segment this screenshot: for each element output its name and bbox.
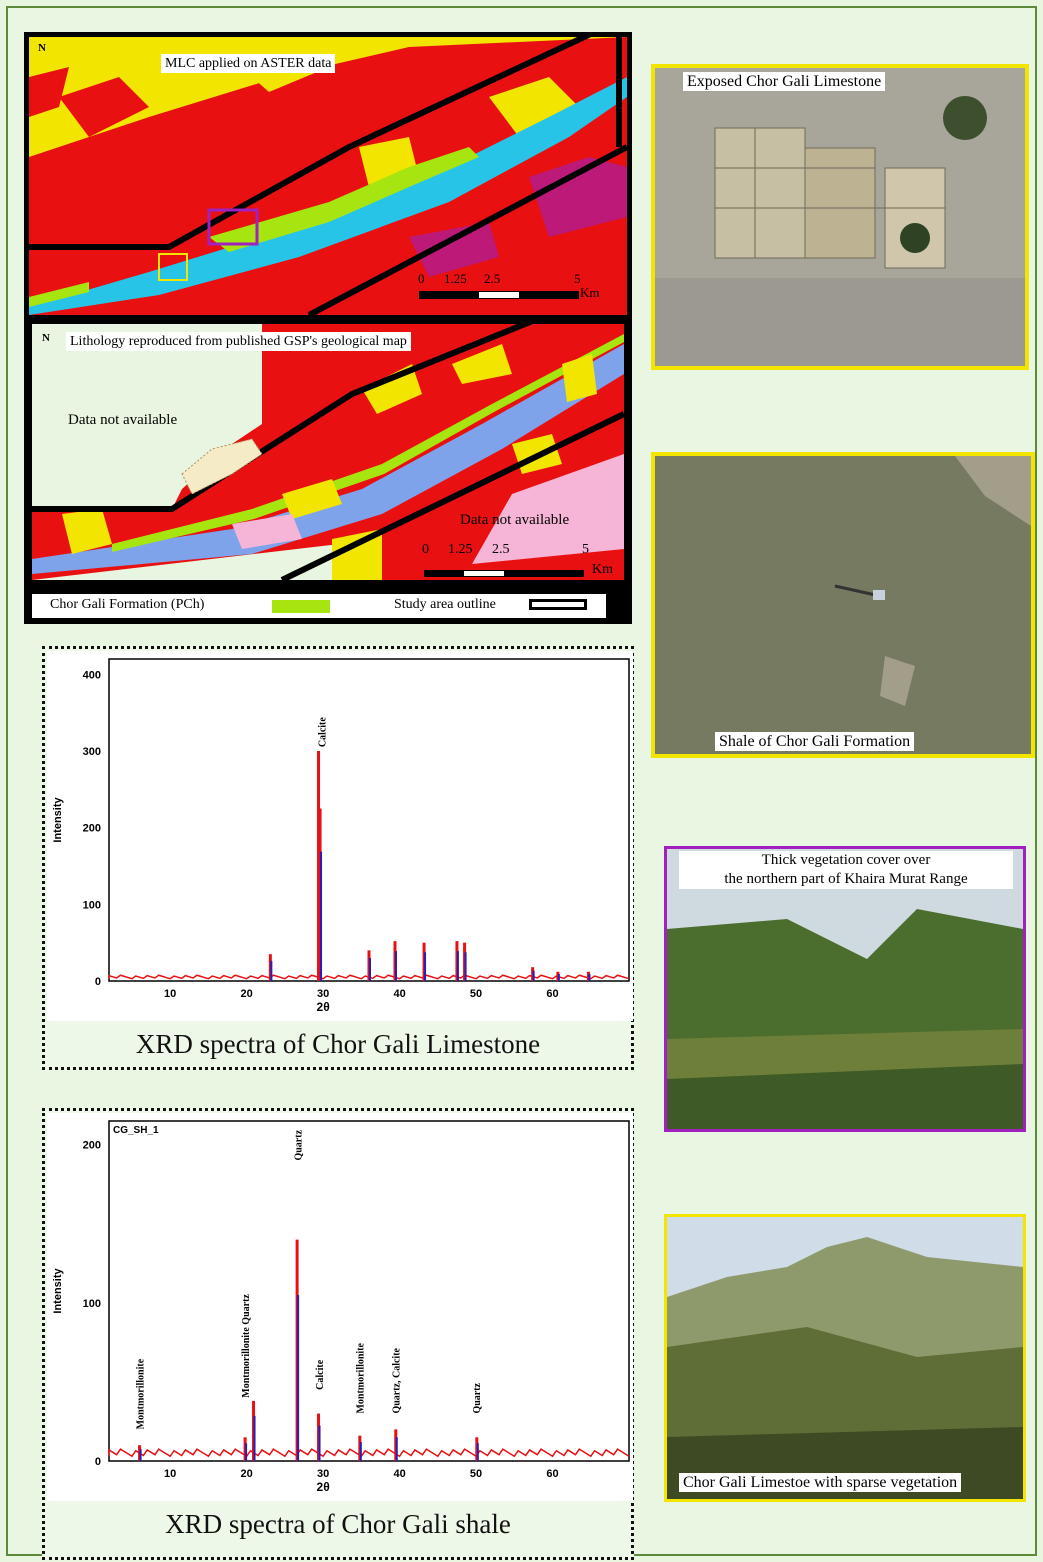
x-axis-label: 2θ bbox=[317, 1000, 330, 1014]
peak-annotation: Quartz bbox=[294, 1129, 305, 1160]
y-tick-label: 100 bbox=[83, 899, 101, 911]
baseline-trace bbox=[108, 974, 630, 980]
map-legend: Chor Gali Formation (PCh) Study area out… bbox=[32, 594, 606, 618]
plot-area bbox=[108, 658, 630, 982]
photo-shale: Shale of Chor Gali Formation bbox=[651, 452, 1035, 758]
y-tick-label: 400 bbox=[83, 669, 101, 681]
x-tick-label: 40 bbox=[393, 1468, 405, 1480]
data-na-left: Data not available bbox=[68, 412, 178, 428]
legend-formation-label: Chor Gali Formation (PCh) bbox=[50, 597, 205, 612]
x-tick-label: 40 bbox=[393, 988, 405, 1000]
y-tick-label: 0 bbox=[95, 976, 101, 988]
photo-sparse-vegetation-label: Chor Gali Limestoe with sparse vegetatio… bbox=[679, 1473, 962, 1492]
xrd-limestone-panel: 0 100 200 300 400 10 20 30 40 50 60 2θ Intensity Calc… bbox=[42, 646, 634, 1070]
peak-annotation: Quartz, Calcite bbox=[392, 1347, 403, 1413]
peak-annotation: Montmorillonite bbox=[356, 1342, 367, 1413]
x-tick-label: 60 bbox=[546, 988, 558, 1000]
photo-sparse-vegetation: Chor Gali Limestoe with sparse vegetatio… bbox=[664, 1214, 1026, 1502]
x-tick-label: 50 bbox=[470, 988, 482, 1000]
xrd-limestone-caption: XRD spectra of Chor Gali Limestone bbox=[135, 1029, 541, 1059]
photo-shale-label: Shale of Chor Gali Formation bbox=[715, 732, 915, 751]
xrd-shale-caption: XRD spectra of Chor Gali shale bbox=[165, 1509, 511, 1539]
lithology-map-title: Lithology reproduced from published GSP'… bbox=[66, 332, 411, 351]
photo-exposed-limestone: Exposed Chor Gali Limestone bbox=[651, 64, 1029, 370]
y-axis-label: Intensity bbox=[52, 797, 64, 843]
y-tick-label: 100 bbox=[83, 1298, 101, 1310]
legend-formation-swatch bbox=[272, 600, 330, 613]
y-tick-label: 300 bbox=[83, 746, 101, 758]
x-tick-label: 10 bbox=[164, 988, 176, 1000]
photo-exposed-limestone-label: Exposed Chor Gali Limestone bbox=[683, 72, 886, 91]
y-tick-label: 200 bbox=[83, 1140, 101, 1152]
gsp-lithology-map bbox=[32, 324, 624, 580]
x-tick-label: 20 bbox=[241, 1468, 253, 1480]
x-tick-label: 30 bbox=[317, 988, 329, 1000]
photo-vegetation-label: Thick vegetation cover over the northern… bbox=[679, 851, 1013, 889]
mlc-map-title: MLC applied on ASTER data bbox=[161, 54, 336, 73]
data-na-right: Data not available bbox=[460, 512, 570, 528]
x-axis-label: 2θ bbox=[317, 1480, 330, 1494]
mlc-classification-map bbox=[29, 37, 627, 315]
y-tick-label: 200 bbox=[83, 823, 101, 835]
peak-annotation: Quartz bbox=[472, 1382, 483, 1413]
xrd-limestone-chart: 0 100 200 300 400 10 20 30 40 50 60 2θ Intensity Calc… bbox=[47, 651, 633, 1021]
x-tick-label: 50 bbox=[470, 1468, 482, 1480]
legend-outline-swatch bbox=[529, 599, 587, 610]
peak-annotation: Calcite bbox=[315, 1359, 326, 1390]
x-tick-label: 30 bbox=[317, 1468, 329, 1480]
x-tick-label: 10 bbox=[164, 1468, 176, 1480]
peak-annotation: Montmorillonite Quartz bbox=[241, 1294, 252, 1398]
north-arrow-icon-2: N bbox=[42, 332, 50, 344]
y-axis-label: Intensity bbox=[52, 1268, 64, 1314]
x-tick-label: 20 bbox=[241, 988, 253, 1000]
xrd-shale-header: CG_SH_1 bbox=[113, 1125, 159, 1136]
peak-annotation: Calcite bbox=[317, 717, 328, 748]
y-tick-label: 0 bbox=[95, 1456, 101, 1468]
xrd-shale-chart: 0 100 200 10 20 30 40 50 60 2θ Intensity Montmorill… bbox=[47, 1113, 633, 1501]
north-arrow-icon: N bbox=[38, 42, 46, 54]
photo-thick-vegetation: Thick vegetation cover over the northern… bbox=[664, 846, 1026, 1132]
baseline-trace bbox=[108, 1448, 630, 1458]
plot-area bbox=[108, 1120, 630, 1462]
legend-outline-label: Study area outline bbox=[394, 597, 496, 612]
map-panel: MLC applied on ASTER data N 0 1.25 2.5 5… bbox=[24, 32, 632, 624]
peak-annotation: Montmorillonite bbox=[135, 1358, 146, 1429]
x-tick-label: 60 bbox=[546, 1468, 558, 1480]
xrd-shale-panel: 0 100 200 10 20 30 40 50 60 2θ Intensity Montmorill… bbox=[42, 1108, 634, 1560]
